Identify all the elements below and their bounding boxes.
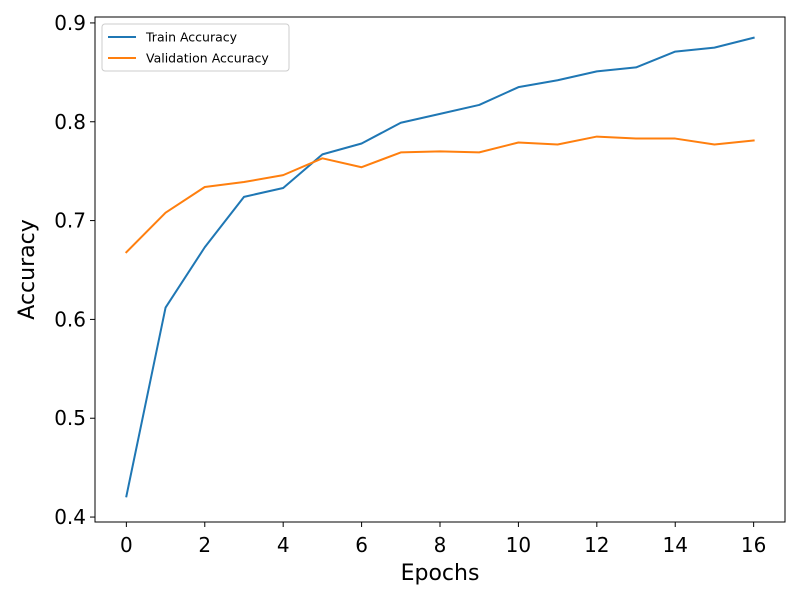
legend-label-train: Train Accuracy <box>145 30 238 45</box>
y-tick-label: 0.9 <box>54 11 86 35</box>
y-tick-label: 0.7 <box>54 209 86 233</box>
x-axis-label: Epochs <box>401 561 480 586</box>
y-tick-label: 0.8 <box>54 110 86 134</box>
plot-frame <box>94 16 786 523</box>
x-tick-label: 16 <box>741 533 766 557</box>
y-tick-label: 0.4 <box>54 505 86 529</box>
series-layer <box>124 36 755 498</box>
legend-label-validation: Validation Accuracy <box>146 51 269 66</box>
x-tick-label: 8 <box>434 533 447 557</box>
ticks-layer: 0 2 4 6 8 10 12 14 16 0.4 0.5 0.6 0.7 0.8 0.9 <box>54 11 766 557</box>
legend-box <box>101 23 290 72</box>
series-line-0 <box>125 36 755 498</box>
x-tick-label: 12 <box>584 533 609 557</box>
y-tick-label: 0.6 <box>54 307 86 331</box>
x-tick-label: 10 <box>506 533 531 557</box>
y-tick-label: 0.5 <box>54 406 86 430</box>
series-line-1 <box>124 135 755 254</box>
x-tick-label: 6 <box>355 533 368 557</box>
x-tick-label: 4 <box>277 533 290 557</box>
x-tick-label: 2 <box>198 533 211 557</box>
y-axis-label: Accuracy <box>15 219 40 319</box>
x-tick-label: 0 <box>120 533 133 557</box>
legend: Train Accuracy Validation Accuracy <box>101 23 290 72</box>
x-tick-label: 14 <box>663 533 688 557</box>
